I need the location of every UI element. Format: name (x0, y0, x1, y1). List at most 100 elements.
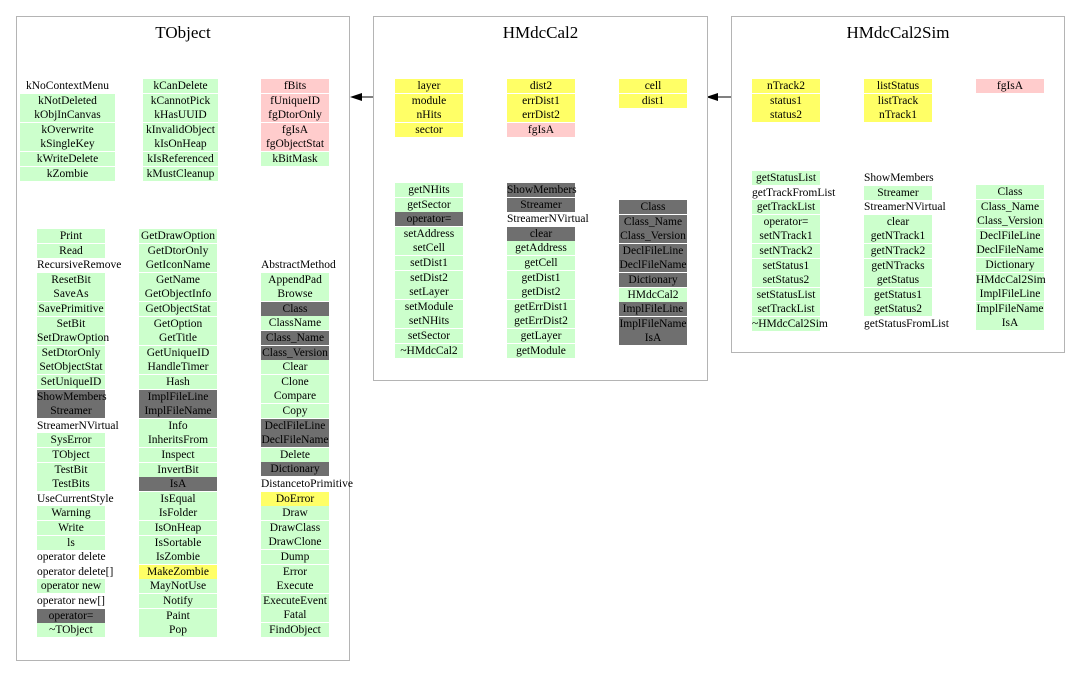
member-clear: Clear (261, 360, 329, 375)
member-implfileline: ImplFileLine (976, 287, 1044, 302)
member-classname: ClassName (261, 316, 329, 331)
member-label: IsA (644, 332, 662, 345)
member-label: kIsReferenced (147, 153, 214, 165)
member-setdist2: setDist2 (395, 270, 463, 285)
member-label: Class (997, 186, 1023, 198)
member-kmustcleanup: kMustCleanup (143, 166, 218, 181)
member-label: Clone (281, 375, 309, 388)
member-label: getNTracks (871, 259, 925, 272)
member-getntrack1: getNTrack1 (864, 229, 932, 244)
member-sector: sector (395, 122, 463, 137)
member-class-version: Class_Version (976, 214, 1044, 229)
member-label: Dictionary (628, 274, 678, 286)
member-notify: Notify (139, 594, 217, 608)
member-streamer: Streamer (507, 197, 575, 212)
member-label: kBitMask (272, 153, 318, 165)
member-warning: Warning (37, 506, 105, 521)
member-label: IsA (1001, 317, 1019, 330)
member-isa: IsA (619, 331, 687, 346)
member-label: getCell (524, 257, 558, 269)
member-getlayer: getLayer (507, 329, 575, 343)
member-label: MakeZombie (147, 565, 209, 578)
member-inheritsfrom: InheritsFrom (139, 433, 217, 448)
member-label: setModule (404, 300, 454, 313)
member-label: ShowMembers (37, 390, 107, 403)
member-testbit: TestBit (37, 462, 105, 477)
member-clear: clear (864, 214, 932, 229)
member-label: DrawClass (269, 521, 321, 534)
member-label: setAddress (403, 227, 455, 240)
member-label: AbstractMethod (261, 259, 336, 271)
member-showmembers: ShowMembers (864, 171, 934, 185)
member-saveas: SaveAs (37, 287, 105, 302)
member-paint: Paint (139, 608, 217, 623)
member-label: Streamer (520, 198, 562, 211)
member-label: ClassName (268, 317, 322, 330)
member-label: DeclFileName (261, 434, 329, 447)
member-label: ~TObject (49, 624, 93, 637)
member-label: Paint (166, 609, 190, 622)
member-dictionary: Dictionary (261, 462, 329, 477)
member-getdist1: getDist1 (507, 270, 575, 285)
member-executeevent: ExecuteEvent (261, 593, 329, 608)
member-label: SetObjectStat (39, 361, 103, 374)
member-label: getStatus2 (874, 303, 922, 316)
member-syserror: SysError (37, 433, 105, 448)
member-appendpad: AppendPad (261, 272, 329, 287)
member-getdrawoption: GetDrawOption (139, 229, 217, 243)
member-nhits: nHits (395, 108, 463, 123)
member-dictionary: Dictionary (619, 273, 687, 287)
member-label: getDist2 (521, 286, 561, 299)
member-label: DeclFileLine (622, 244, 684, 257)
member-read: Read (37, 243, 105, 258)
member-label: DrawClone (268, 536, 322, 549)
member-label: fgIsA (996, 80, 1024, 92)
member-dist2: dist2 (507, 79, 575, 93)
class-box-tobject: TObject kNoContextMenu kNotDeleted kObjInC… (16, 16, 353, 661)
member-label: Compare (273, 390, 317, 403)
member-label: Class_Version (620, 230, 686, 243)
member-label: nTrack1 (879, 109, 917, 122)
member-label: getStatusFromList (864, 318, 949, 330)
member-setntrack1: setNTrack1 (752, 229, 820, 244)
member-gettracklist: getTrackList (752, 200, 820, 215)
member-label: GetOption (153, 317, 203, 330)
member-label: IsEqual (160, 492, 196, 505)
member-label: Fatal (283, 609, 307, 622)
member-gettrackfromlist: getTrackFromList (752, 186, 835, 200)
member-fatal: Fatal (261, 608, 329, 623)
member-label: ImplFileName (144, 405, 212, 418)
member-streamer: Streamer (864, 185, 932, 200)
member-fbits: fBits (261, 79, 329, 93)
member-streamernvirtual: StreamerNVirtual (37, 419, 119, 433)
member-label: GetUniqueID (146, 346, 210, 359)
member-label: getModule (516, 344, 566, 357)
member-label: IsA (169, 478, 187, 491)
member-label: StreamerNVirtual (507, 213, 589, 226)
member-usecurrentstyle: UseCurrentStyle (37, 492, 114, 506)
member-kcandelete: kCanDelete (143, 79, 218, 93)
member-label: Pop (169, 624, 187, 637)
member-label: SavePrimitive (38, 303, 104, 315)
member-implfileline: ImplFileLine (619, 302, 687, 317)
member-geterrdist1: getErrDist1 (507, 299, 575, 314)
member-class: Class (619, 200, 687, 214)
member-setdist1: setDist1 (395, 256, 463, 270)
member-delete: Delete (261, 447, 329, 462)
member-label: FindObject (269, 624, 321, 636)
member-tobject: ~TObject (37, 623, 105, 638)
member-label: kCannotPick (150, 94, 211, 107)
member-getsector: getSector (395, 197, 463, 212)
member-label: Delete (279, 448, 310, 461)
member-label: ResetBit (51, 273, 91, 286)
member-label: DeclFileLine (264, 419, 326, 432)
member-label: GetObjectInfo (144, 288, 212, 301)
member-label: listTrack (877, 94, 919, 107)
class-box-hmdccal2sim: HMdcCal2Sim nTrack2 status1 status2 listSt… (731, 16, 1065, 353)
member-isa: IsA (139, 477, 217, 492)
member-label: Print (59, 230, 83, 242)
member-label: dist1 (641, 94, 665, 107)
member-label: InvertBit (157, 463, 199, 476)
member-label: Execute (276, 580, 314, 593)
member-kwritedelete: kWriteDelete (20, 152, 115, 166)
